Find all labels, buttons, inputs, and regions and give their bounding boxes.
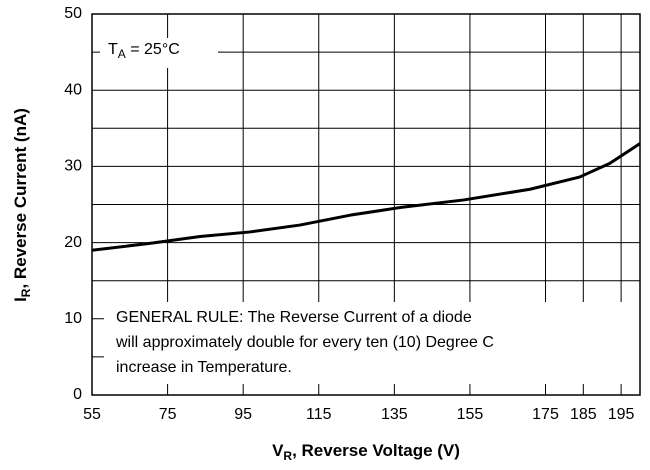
data-line (91, 142, 641, 252)
y-tick-label: 10 (64, 310, 82, 327)
annotation-sub: A (118, 47, 126, 61)
note-line: will approximately double for every ten … (115, 334, 494, 351)
y-tick-label: 20 (64, 234, 82, 251)
y-axis-label-rest: , Reverse Current (nA) (11, 108, 30, 288)
annotation-bg (100, 38, 218, 68)
note-line: increase in Temperature. (116, 359, 292, 376)
x-axis-label: VR, Reverse Voltage (V) (272, 441, 460, 463)
y-axis-label: IR, Reverse Current (nA) (11, 108, 33, 302)
x-tick-label: 55 (83, 406, 101, 423)
plot-frame (91, 13, 641, 396)
y-axis-label-main: I (11, 297, 30, 302)
x-axis-label-rest: , Reverse Voltage (V) (292, 441, 460, 460)
x-tick-label: 95 (234, 406, 252, 423)
y-axis-label-sub: R (19, 288, 33, 297)
x-tick-label: 175 (532, 406, 559, 423)
x-tick-label: 195 (608, 406, 635, 423)
x-tick-label: 115 (306, 406, 332, 423)
y-tick-label: 50 (64, 5, 82, 22)
x-axis-label-main: V (272, 441, 284, 460)
annotation-main: T (108, 41, 118, 58)
x-tick-label: 185 (570, 406, 597, 423)
y-tick-label: 40 (64, 81, 82, 98)
note-line: GENERAL RULE: The Reverse Current of a d… (116, 309, 472, 326)
x-tick-label: 155 (457, 406, 484, 423)
y-tick-label: 0 (73, 386, 82, 403)
x-tick-label: 75 (159, 406, 177, 423)
annotation: TA = 25°C (108, 41, 180, 61)
x-tick-label: 135 (381, 406, 408, 423)
x-axis-label-sub: R (283, 449, 292, 463)
annotation-rest: = 25°C (126, 41, 180, 58)
y-tick-label: 30 (64, 158, 82, 175)
note-bg (104, 302, 640, 384)
